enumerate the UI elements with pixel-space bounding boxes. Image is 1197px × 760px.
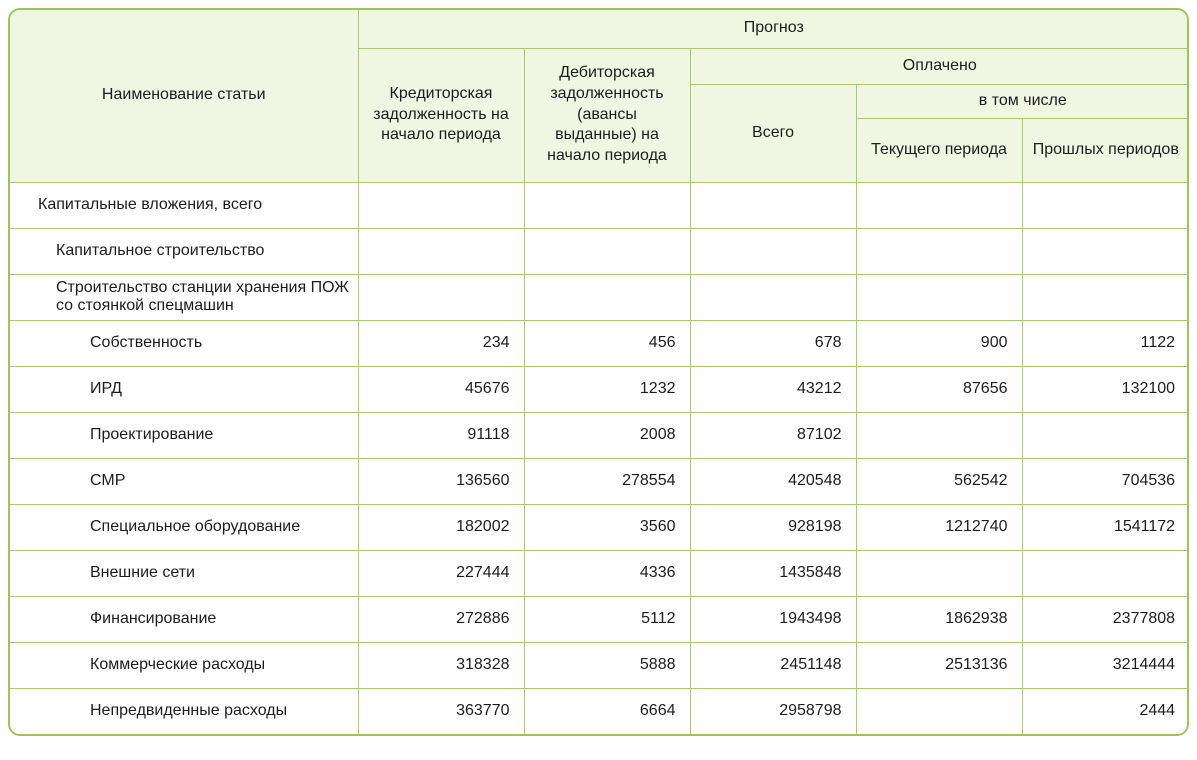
cell-value: 420548	[689, 457, 857, 505]
cell-value: 704536	[1021, 457, 1187, 505]
cell-value: 3214444	[1021, 641, 1187, 689]
cell-value: 928198	[689, 503, 857, 551]
cell-value: 5112	[523, 595, 691, 643]
header-including: в том числе	[855, 83, 1187, 119]
row-label: Специальное оборудование	[10, 503, 359, 551]
cell-value	[523, 273, 691, 321]
table-row: Строительство станции хранения ПОЖ со ст…	[10, 273, 1187, 321]
cell-value: 1541172	[1021, 503, 1187, 551]
cell-value	[689, 227, 857, 275]
cell-value: 87102	[689, 411, 857, 459]
table-header: Наименование статьи Прогноз Кредиторская…	[10, 10, 1187, 183]
cell-value: 2451148	[689, 641, 857, 689]
cell-value: 1212740	[855, 503, 1023, 551]
table-row: Капитальные вложения, всего	[10, 181, 1187, 229]
table-row: Непредвиденные расходы 363770 6664 2958798 2…	[10, 687, 1187, 734]
row-label: Непредвиденные расходы	[10, 687, 359, 734]
cell-value	[855, 687, 1023, 734]
cell-value	[855, 549, 1023, 597]
header-current-period: Текущего периода	[856, 117, 1023, 183]
table-row: Коммерческие расходы 318328 5888 2451148 251…	[10, 641, 1187, 689]
cell-value	[1021, 549, 1187, 597]
cell-value	[855, 273, 1023, 321]
table-row: ИРД 45676 1232 43212 87656 132100	[10, 365, 1187, 413]
cell-value	[523, 227, 691, 275]
cell-value: 6664	[523, 687, 691, 734]
header-debitor: Дебиторская задолженность (авансы выданн…	[523, 47, 691, 183]
cell-value: 562542	[855, 457, 1023, 505]
cell-value: 1232	[523, 365, 691, 413]
cell-value	[1021, 181, 1187, 229]
cell-value	[1021, 273, 1187, 321]
cell-value	[855, 227, 1023, 275]
forecast-table: Наименование статьи Прогноз Кредиторская…	[10, 10, 1187, 734]
cell-value: 363770	[357, 687, 525, 734]
table-row: Финансирование 272886 5112 1943498 1862938 23…	[10, 595, 1187, 643]
cell-value	[855, 181, 1023, 229]
cell-value: 45676	[357, 365, 525, 413]
cell-value	[523, 181, 691, 229]
cell-value: 182002	[357, 503, 525, 551]
cell-value: 1862938	[855, 595, 1023, 643]
cell-value: 1943498	[689, 595, 857, 643]
row-label: Капитальные вложения, всего	[10, 181, 359, 229]
cell-value	[689, 273, 857, 321]
table-row: СМР 136560 278554 420548 562542 704536	[10, 457, 1187, 505]
cell-value: 4336	[523, 549, 691, 597]
cell-value: 43212	[689, 365, 857, 413]
row-label: Внешние сети	[10, 549, 359, 597]
cell-value	[689, 181, 857, 229]
cell-value: 456	[523, 319, 691, 367]
forecast-table-container: Наименование статьи Прогноз Кредиторская…	[8, 8, 1189, 736]
cell-value: 318328	[357, 641, 525, 689]
cell-value: 87656	[855, 365, 1023, 413]
cell-value: 2377808	[1021, 595, 1187, 643]
row-label: Коммерческие расходы	[10, 641, 359, 689]
cell-value	[357, 227, 525, 275]
cell-value: 2444	[1021, 687, 1187, 734]
cell-value: 678	[689, 319, 857, 367]
cell-value: 900	[855, 319, 1023, 367]
cell-value: 1122	[1021, 319, 1187, 367]
cell-value: 1435848	[689, 549, 857, 597]
row-label: Проектирование	[10, 411, 359, 459]
cell-value: 2513136	[855, 641, 1023, 689]
cell-value: 3560	[523, 503, 691, 551]
row-label: Финансирование	[10, 595, 359, 643]
table-row: Капитальное строительство	[10, 227, 1187, 275]
row-label: Собственность	[10, 319, 359, 367]
cell-value: 2958798	[689, 687, 857, 734]
row-label: Строительство станции хранения ПОЖ со ст…	[10, 273, 359, 321]
row-label: ИРД	[10, 365, 359, 413]
cell-value: 278554	[523, 457, 691, 505]
cell-value	[357, 181, 525, 229]
cell-value	[855, 411, 1023, 459]
header-total: Всего	[690, 83, 857, 183]
cell-value: 227444	[357, 549, 525, 597]
table-row: Внешние сети 227444 4336 1435848	[10, 549, 1187, 597]
cell-value: 132100	[1021, 365, 1187, 413]
cell-value	[357, 273, 525, 321]
cell-value: 5888	[523, 641, 691, 689]
cell-value	[1021, 411, 1187, 459]
header-paid: Оплачено	[689, 47, 1187, 85]
table-body: Капитальные вложения, всего Капитальное с…	[10, 181, 1187, 734]
table-row: Специальное оборудование 182002 3560 928198…	[10, 503, 1187, 551]
row-label: Капитальное строительство	[10, 227, 359, 275]
cell-value: 136560	[357, 457, 525, 505]
header-past-periods: Прошлых периодов	[1021, 117, 1187, 183]
cell-value: 272886	[357, 595, 525, 643]
table-row: Собственность 234 456 678 900 1122	[10, 319, 1187, 367]
header-forecast: Прогноз	[357, 10, 1187, 49]
cell-value	[1021, 227, 1187, 275]
header-creditor: Кредиторская задолженность на начало пер…	[358, 47, 525, 183]
table-row: Проектирование 91118 2008 87102	[10, 411, 1187, 459]
header-name-col: Наименование статьи	[10, 10, 359, 183]
row-label: СМР	[10, 457, 359, 505]
cell-value: 91118	[357, 411, 525, 459]
cell-value: 234	[357, 319, 525, 367]
cell-value: 2008	[523, 411, 691, 459]
